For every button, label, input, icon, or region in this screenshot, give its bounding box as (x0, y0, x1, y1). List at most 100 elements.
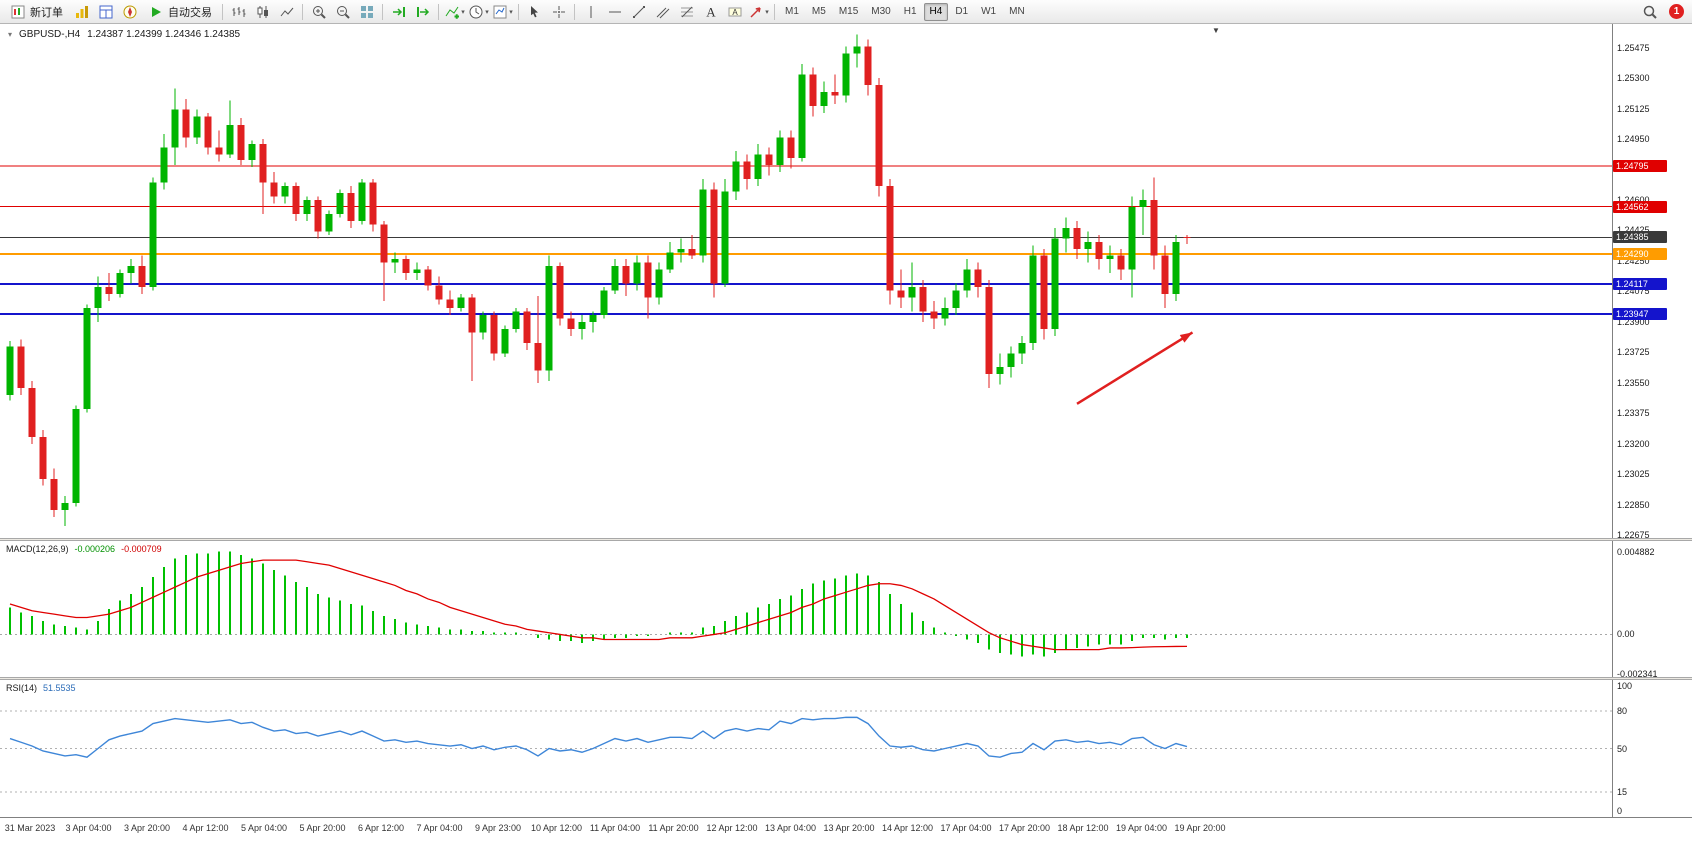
timeframe-h1-button[interactable]: H1 (903, 6, 917, 17)
chart-window: ▾ GBPUSD-,H4 1.24387 1.24399 1.24346 1.2… (0, 24, 1692, 849)
rsi-canvas[interactable] (0, 680, 1692, 817)
time-axis-label: 19 Apr 04:00 (1115, 823, 1168, 833)
time-axis-label: 3 Apr 04:00 (65, 823, 112, 833)
time-axis-label: 17 Apr 20:00 (998, 823, 1051, 833)
time-axis-label: 9 Apr 23:00 (474, 823, 522, 833)
bar-chart-button[interactable] (227, 2, 250, 22)
market-watch-button[interactable] (70, 2, 93, 22)
navigator-button[interactable] (118, 2, 141, 22)
candlestick-icon (257, 5, 268, 18)
chart-shift-button[interactable] (411, 2, 434, 22)
timeframe-m5-button[interactable]: M5 (811, 6, 826, 17)
time-axis-label: 14 Apr 12:00 (881, 823, 934, 833)
price-chart-pane[interactable]: ▾ GBPUSD-,H4 1.24387 1.24399 1.24346 1.2… (0, 24, 1692, 538)
hline-price-badge: 1.24795 (1613, 160, 1667, 172)
autotrading-button[interactable]: 自动交易 (142, 2, 218, 22)
macd-canvas[interactable] (0, 541, 1692, 677)
indicators-button[interactable]: ▾ (443, 2, 466, 22)
equidistant-channel-button[interactable] (651, 2, 674, 22)
fibonacci-icon (680, 6, 693, 17)
price-tick-label: 1.23200 (1617, 438, 1650, 449)
candles-layer[interactable] (6, 34, 1191, 526)
time-axis-label: 6 Apr 12:00 (357, 823, 405, 833)
candlestick-chart-button[interactable] (251, 2, 274, 22)
chart-shift-marker[interactable]: ▼ (1212, 26, 1220, 35)
arrow-objects-button[interactable]: ▾ (747, 2, 770, 22)
cursor-button[interactable] (523, 2, 546, 22)
time-axis[interactable]: 31 Mar 2023 3 Apr 04:00 3 Apr 20:00 4 Apr 1… (0, 817, 1692, 842)
macd-signal-line (9, 559, 1188, 651)
vertical-line-button[interactable] (579, 2, 602, 22)
data-window-icon (99, 5, 112, 18)
chevron-down-icon: ▾ (765, 8, 769, 16)
price-chart-canvas[interactable] (0, 24, 1692, 538)
macd-axis[interactable]: 0.004882 0.00 -0.002341 (1612, 541, 1692, 677)
indicators-icon (445, 6, 460, 19)
text-label-button[interactable]: A (723, 2, 746, 22)
hlines-layer[interactable] (0, 165, 1612, 315)
price-tick-label: 1.24600 (1617, 195, 1650, 205)
periods-button[interactable]: ▾ (467, 2, 490, 22)
new-order-button[interactable]: 新订单 (4, 2, 69, 22)
timeframe-h4-button[interactable]: H4 (923, 2, 949, 21)
toolbar-separator (574, 3, 575, 20)
trendline-icon (632, 5, 645, 18)
timeframe-m1-button[interactable]: M1 (785, 6, 799, 17)
time-axis-label: 18 Apr 12:00 (1057, 823, 1109, 833)
macd-histogram (9, 551, 1188, 657)
timeframe-m15-button[interactable]: M15 (838, 6, 859, 17)
trend-arrow-annotation[interactable] (1076, 331, 1194, 405)
search-button[interactable] (1638, 2, 1661, 22)
zoom-out-button[interactable] (331, 2, 354, 22)
svg-text:A: A (706, 4, 716, 19)
price-tick-label: 1.25125 (1617, 103, 1650, 114)
auto-scroll-button[interactable] (387, 2, 410, 22)
chart-symbol-label: GBPUSD-,H4 (19, 29, 81, 40)
rsi-tick-label: 0 (1617, 805, 1623, 816)
data-window-button[interactable] (94, 2, 117, 22)
templates-button[interactable]: ▾ (491, 2, 514, 22)
price-tick-label: 1.25475 (1617, 42, 1650, 53)
time-axis-label: 5 Apr 20:00 (299, 823, 346, 833)
timeframe-w1-button[interactable]: W1 (981, 6, 997, 17)
pane-divider-rsi[interactable] (0, 677, 1692, 680)
channel-icon (656, 7, 669, 18)
chart-title: ▾ GBPUSD-,H4 1.24387 1.24399 1.24346 1.2… (8, 29, 240, 40)
zoom-out-icon (336, 5, 350, 19)
rsi-axis[interactable]: 100 80 50 15 0 (1612, 680, 1692, 817)
price-axis[interactable]: 1.254751.253001.251251.249501.247751.246… (1612, 24, 1692, 538)
oneclick-collapse-icon[interactable]: ▾ (8, 30, 13, 39)
tile-windows-icon (360, 5, 373, 18)
time-axis-label: 13 Apr 04:00 (764, 823, 817, 833)
fibonacci-button[interactable] (675, 2, 698, 22)
notification-badge[interactable]: 1 (1669, 4, 1684, 19)
templates-icon (493, 5, 507, 18)
rsi-pane[interactable]: RSI(14) 51.5535 100 80 50 15 0 (0, 680, 1692, 817)
cursor-icon (530, 5, 538, 17)
timeframe-mn-button[interactable]: MN (1009, 6, 1025, 17)
time-axis-label: 5 Apr 04:00 (240, 823, 288, 833)
macd-main-value: -0.000206 (74, 544, 116, 554)
macd-pane[interactable]: MACD(12,26,9) -0.000206 -0.000709 0.0048… (0, 541, 1692, 677)
chevron-down-icon: ▾ (485, 8, 489, 16)
timeframe-d1-button[interactable]: D1 (955, 6, 969, 17)
periods-icon (469, 5, 483, 18)
tile-windows-button[interactable] (355, 2, 378, 22)
price-tick-label: 1.23550 (1617, 377, 1650, 388)
trendline-button[interactable] (627, 2, 650, 22)
pane-divider-macd[interactable] (0, 538, 1692, 541)
line-chart-button[interactable] (275, 2, 298, 22)
price-tick-label: 1.23725 (1617, 347, 1650, 358)
hline-price-badge: 1.23947 (1613, 307, 1667, 320)
time-axis-label: 11 Apr 04:00 (589, 823, 641, 833)
horizontal-line-button[interactable] (603, 2, 626, 22)
toolbar-separator (774, 3, 775, 20)
crosshair-button[interactable] (547, 2, 570, 22)
rsi-line (9, 716, 1188, 758)
text-button[interactable]: A (699, 2, 722, 22)
time-axis-label: 12 Apr 12:00 (706, 823, 758, 833)
zoom-in-button[interactable] (307, 2, 330, 22)
timeframe-m30-button[interactable]: M30 (871, 6, 891, 17)
time-axis-label: 19 Apr 20:00 (1174, 823, 1226, 833)
